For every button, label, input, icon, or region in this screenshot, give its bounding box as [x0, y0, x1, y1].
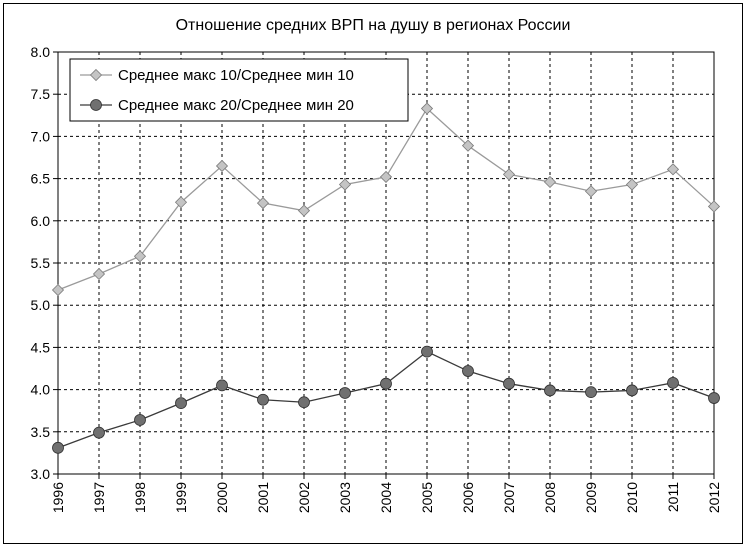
x-tick-label: 2006 — [460, 482, 476, 513]
series-2-point — [175, 397, 187, 410]
y-tick-label: 5.5 — [31, 255, 51, 271]
series-1-point — [625, 178, 639, 191]
y-tick-label: 5.0 — [31, 297, 51, 313]
series-1-point — [256, 197, 270, 210]
y-tick-label: 4.5 — [31, 339, 51, 355]
series-1-point — [92, 267, 106, 281]
x-tick-label: 2005 — [419, 482, 435, 513]
x-tick-label: 2000 — [214, 482, 230, 513]
x-tick-label: 2007 — [501, 482, 517, 513]
legend-swatch-marker — [89, 68, 103, 82]
series-1-point — [338, 178, 352, 191]
series-2-point — [667, 376, 679, 389]
series-2-point — [503, 377, 515, 390]
legend-swatch-marker — [90, 99, 102, 111]
y-tick-label: 4.0 — [31, 382, 51, 398]
x-tick-label: 2003 — [337, 482, 353, 513]
series-1-point — [215, 159, 229, 173]
legend-item-1: Среднее макс 10/Среднее мин 10 — [80, 67, 354, 84]
y-tick-label: 3.0 — [31, 466, 51, 482]
series-2-point — [708, 392, 720, 404]
x-tick-label: 2008 — [542, 482, 558, 513]
x-tick-label: 2009 — [583, 482, 599, 513]
y-tick-label: 8.0 — [31, 44, 51, 60]
x-tick-label: 1999 — [173, 482, 189, 513]
series-1-point — [297, 204, 311, 217]
series-1-point — [666, 163, 680, 176]
series-1-point — [461, 139, 475, 152]
series-2-point — [257, 393, 269, 406]
y-tick-label: 3.5 — [31, 424, 51, 440]
series-1-point — [543, 175, 557, 189]
series-1-point — [584, 185, 598, 198]
series-1-point — [174, 196, 188, 209]
series-1-point — [379, 170, 393, 183]
series-2-point — [93, 426, 105, 439]
x-tick-label: 2002 — [296, 482, 312, 513]
series-1-point — [133, 250, 147, 263]
series-2 — [52, 345, 720, 454]
series-2-point — [462, 365, 474, 377]
y-tick-label: 7.0 — [31, 128, 51, 144]
series-2-point — [216, 379, 228, 392]
series-2-point — [585, 386, 597, 399]
series-1-point — [502, 168, 516, 181]
legend-box — [69, 58, 409, 122]
x-tick-label: 2001 — [255, 482, 271, 513]
series-2-point — [626, 384, 638, 397]
series-1 — [51, 102, 721, 297]
series-2-point — [421, 345, 433, 358]
series-2-point — [298, 396, 310, 409]
y-tick-label: 6.0 — [31, 213, 51, 229]
chart-title: Отношение средних ВРП на душу в регионах… — [175, 17, 571, 34]
series-1-point — [51, 283, 65, 297]
series-2-point — [380, 377, 392, 390]
x-tick-label: 1998 — [132, 482, 148, 513]
series-2-point — [339, 387, 351, 399]
legend-item-2: Среднее макс 20/Среднее мин 20 — [80, 97, 354, 114]
series-1-point — [420, 102, 434, 115]
x-tick-label: 2011 — [665, 482, 681, 512]
x-tick-label: 2012 — [706, 482, 722, 513]
series-2-point — [52, 441, 64, 454]
x-tick-label: 2010 — [624, 482, 640, 513]
x-tick-label: 1996 — [50, 482, 66, 513]
x-tick-label: 2004 — [378, 482, 394, 513]
legend-label: Среднее макс 10/Среднее мин 10 — [118, 67, 354, 84]
series-2-point — [134, 414, 146, 426]
legend-label: Среднее макс 20/Среднее мин 20 — [118, 97, 354, 114]
y-tick-label: 6.5 — [31, 171, 51, 187]
series-1-point — [707, 200, 721, 213]
series-2-point — [544, 384, 556, 397]
x-tick-label: 1997 — [91, 482, 107, 513]
y-tick-label: 7.5 — [31, 86, 51, 102]
